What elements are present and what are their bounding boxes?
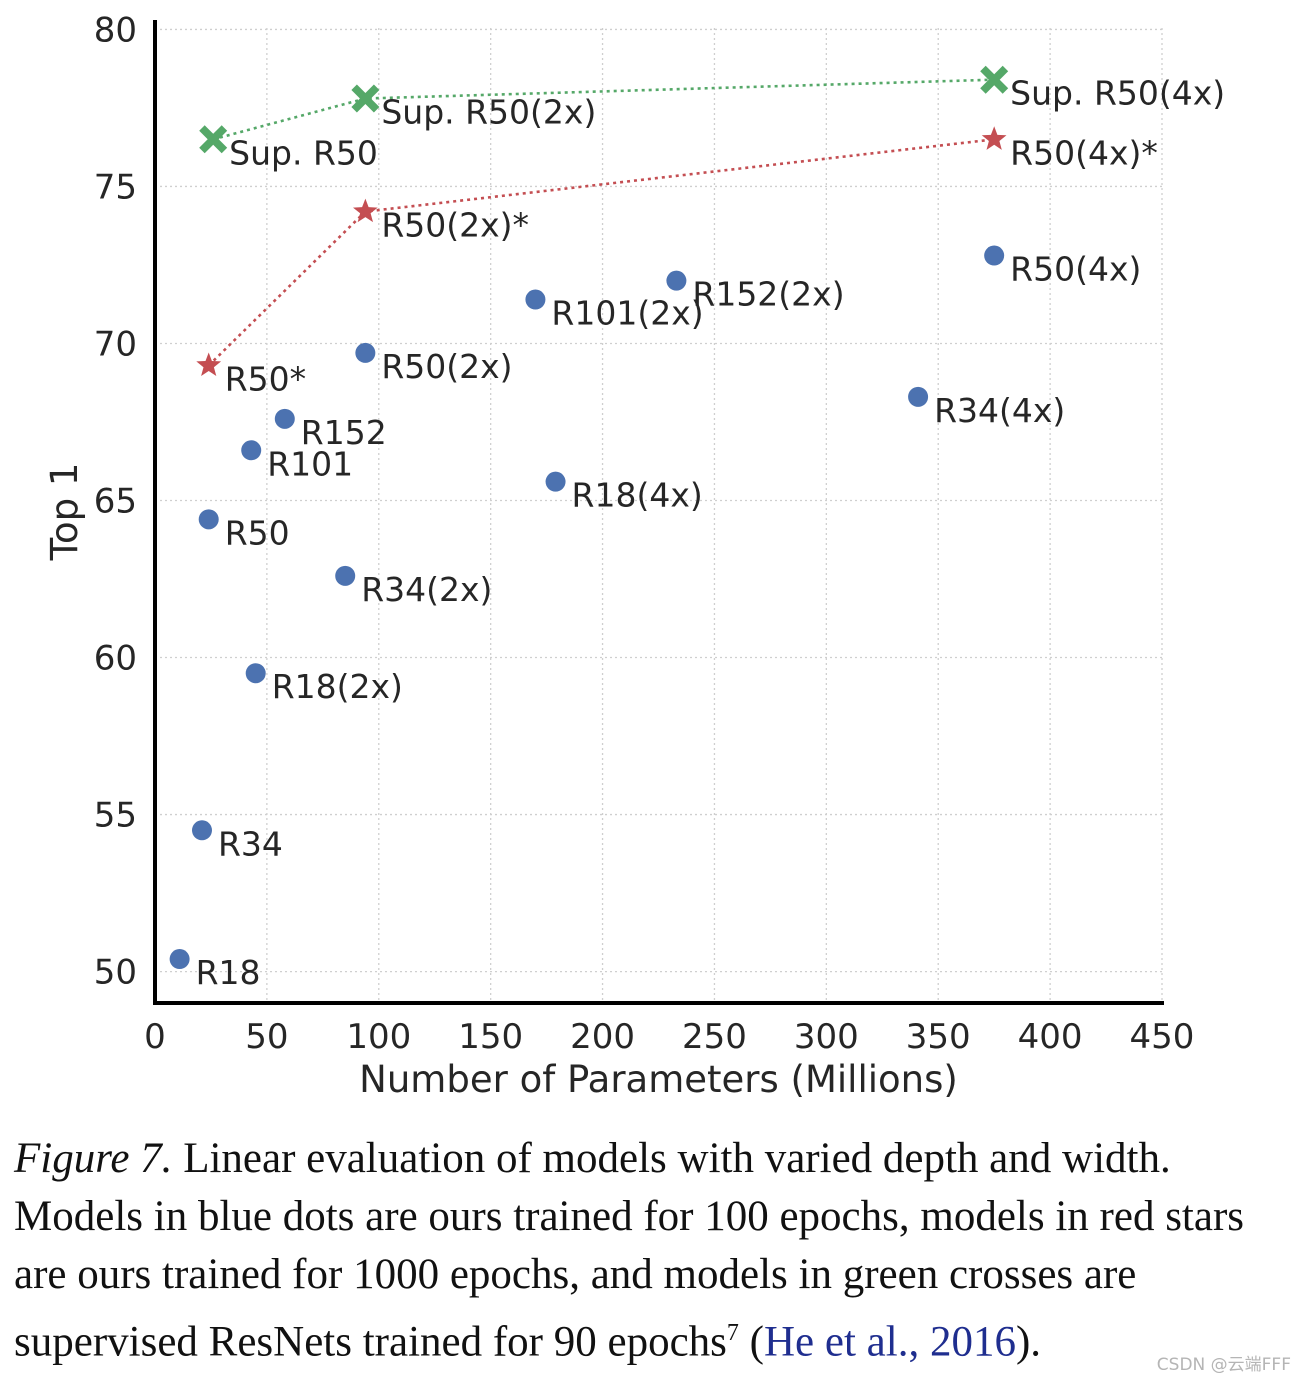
data-point-dot (984, 245, 1005, 266)
x-tick-label: 100 (346, 1017, 411, 1057)
point-label: R50(4x) (1010, 250, 1141, 289)
axes (153, 20, 1164, 1005)
point-label: R152 (301, 413, 387, 452)
data-point-dot (335, 565, 356, 586)
data-point-cross (351, 84, 380, 113)
footnote-mark: 7 (726, 1320, 739, 1346)
y-tick-label: 65 (94, 482, 137, 522)
x-tick-label: 200 (570, 1017, 635, 1057)
data-point-dot (245, 663, 266, 684)
data-point-cross (199, 125, 228, 154)
grid-layer (155, 28, 1163, 1003)
point-label: R34(2x) (361, 570, 492, 609)
figure-caption: Figure 7. Linear evaluation of models wi… (14, 1130, 1284, 1371)
y-tick-label: 70 (94, 324, 137, 364)
x-tick-label: 300 (794, 1017, 859, 1057)
caption-text: Linear evaluation of models with varied … (14, 1135, 1245, 1366)
x-tick-label: 450 (1130, 1017, 1195, 1057)
data-point-dot (169, 949, 190, 970)
data-point-dot (908, 386, 929, 407)
point-label: Sup. R50 (229, 133, 378, 172)
x-tick-label: 350 (906, 1017, 971, 1057)
point-label: R18(4x) (572, 476, 703, 515)
point-label: R50(2x) (381, 347, 512, 386)
point-label: R18 (196, 953, 261, 992)
point-label: R50* (225, 359, 306, 398)
data-point-dot (274, 408, 295, 429)
x-tick-label: 150 (458, 1017, 523, 1057)
figure-label: Figure 7. (14, 1135, 173, 1182)
point-label: R50(4x)* (1010, 133, 1158, 172)
data-point-cross (980, 65, 1009, 94)
series-line (212, 78, 995, 141)
point-label: Sup. R50(4x) (1010, 74, 1225, 113)
point-label: R34 (218, 824, 283, 863)
data-point-dot (198, 509, 219, 530)
point-label: R101(2x) (551, 294, 703, 333)
tick-labels: 0 50 100 150 200 250 300 350 400 4505055606570758… (94, 10, 1195, 1057)
y-tick-label: 80 (94, 10, 137, 50)
point-label: R34(4x) (934, 391, 1065, 430)
point-label: R18(2x) (272, 667, 403, 706)
x-axis-label: Number of Parameters (Millions) (359, 1058, 958, 1101)
data-point-star (981, 126, 1007, 150)
point-label: Sup. R50(2x) (381, 93, 596, 132)
y-tick-label: 75 (94, 167, 137, 207)
watermark: CSDN @云端FFF (1156, 1355, 1291, 1375)
y-tick-label: 60 (94, 639, 137, 679)
data-point-star (196, 352, 222, 376)
x-tick-label: 400 (1018, 1017, 1083, 1057)
x-tick-label: 0 (144, 1017, 166, 1057)
data-point-dot (525, 289, 546, 310)
data-markers (169, 65, 1009, 970)
point-label: R50 (225, 513, 290, 552)
data-point-dot (191, 820, 212, 841)
x-tick-label: 50 (245, 1017, 288, 1057)
data-point-dot (241, 440, 262, 461)
y-tick-label: 55 (94, 796, 137, 836)
point-label: R101 (267, 444, 353, 483)
caption-text-close: ). (1015, 1318, 1042, 1366)
caption-text-open: ( (738, 1318, 764, 1366)
y-axis-label: Top 1 (43, 463, 86, 562)
point-label: R152(2x) (692, 275, 844, 314)
point-label: R50(2x)* (381, 206, 529, 245)
citation-link[interactable]: He et al., 2016 (763, 1318, 1016, 1366)
y-tick-label: 50 (94, 953, 137, 993)
data-point-dot (355, 342, 376, 363)
data-point-dot (666, 270, 687, 291)
data-point-star (353, 198, 378, 223)
x-tick-label: 250 (682, 1017, 747, 1057)
data-point-dot (545, 471, 566, 492)
